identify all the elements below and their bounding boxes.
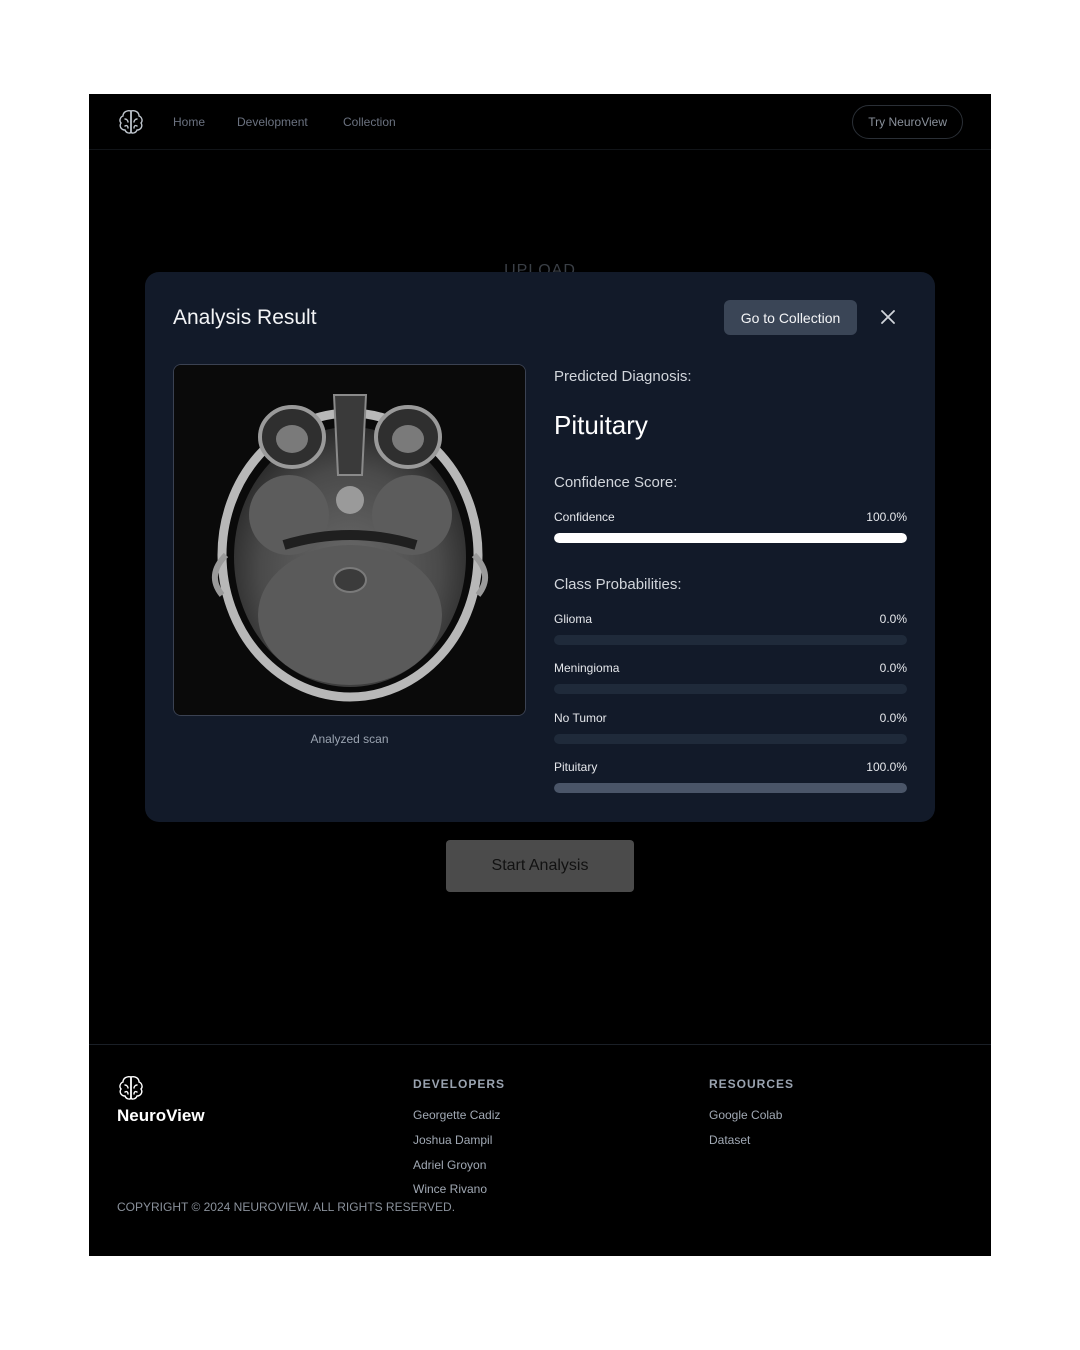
confidence-bar-fill (554, 533, 907, 543)
developers-heading: DEVELOPERS (413, 1077, 506, 1091)
modal-title: Analysis Result (173, 306, 317, 329)
class-bar-track-meningioma (554, 684, 907, 694)
brain-logo-icon[interactable] (116, 107, 146, 137)
app-window: Home Development Collection Try NeuroVie… (89, 94, 991, 1256)
resources-heading: RESOURCES (709, 1077, 795, 1091)
start-analysis-button[interactable]: Start Analysis (446, 840, 634, 892)
class-value-glioma: 0.0% (879, 612, 907, 626)
top-nav: Home Development Collection Try NeuroVie… (89, 94, 991, 150)
developer-link[interactable]: Joshua Dampil (413, 1133, 493, 1147)
go-to-collection-button[interactable]: Go to Collection (724, 300, 857, 335)
developer-link[interactable]: Adriel Groyon (413, 1158, 487, 1172)
nav-link-home[interactable]: Home (173, 115, 206, 129)
class-label-glioma: Glioma (554, 612, 593, 626)
analyzed-scan-image (173, 364, 526, 716)
confidence-score-heading: Confidence Score: (554, 474, 678, 491)
class-value-no-tumor: 0.0% (879, 711, 907, 725)
predicted-diagnosis-value: Pituitary (554, 410, 648, 440)
class-bar-fill-pituitary (554, 783, 907, 793)
predicted-diagnosis-label: Predicted Diagnosis: (554, 368, 692, 385)
analysis-result-modal: Analysis Result Go to Collection (145, 272, 935, 822)
class-value-meningioma: 0.0% (879, 661, 907, 675)
resource-link-dataset[interactable]: Dataset (709, 1133, 751, 1147)
footer: NeuroView DEVELOPERS Georgette Cadiz Jos… (89, 1044, 991, 1256)
footer-brand: NeuroView (117, 1106, 205, 1125)
confidence-value: 100.0% (866, 510, 907, 524)
confidence-label: Confidence (554, 510, 615, 524)
class-bar-track-pituitary (554, 783, 907, 793)
developer-link[interactable]: Georgette Cadiz (413, 1108, 501, 1122)
class-label-meningioma: Meningioma (554, 661, 620, 675)
class-label-no-tumor: No Tumor (554, 711, 607, 725)
brain-logo-icon (119, 1076, 143, 1100)
close-icon[interactable] (878, 307, 898, 327)
resource-link-google-colab[interactable]: Google Colab (709, 1108, 783, 1122)
class-value-pituitary: 100.0% (866, 760, 907, 774)
copyright-text: COPYRIGHT © 2024 NEUROVIEW. ALL RIGHTS R… (117, 1200, 456, 1214)
class-label-pituitary: Pituitary (554, 760, 598, 774)
class-probabilities-heading: Class Probabilities: (554, 576, 682, 593)
class-bar-track-glioma (554, 635, 907, 645)
class-bar-track-no-tumor (554, 734, 907, 744)
developer-link[interactable]: Wince Rivano (413, 1182, 488, 1196)
nav-link-collection[interactable]: Collection (343, 115, 396, 129)
confidence-bar-track (554, 533, 907, 543)
try-neuroview-button[interactable]: Try NeuroView (852, 105, 963, 139)
scan-caption: Analyzed scan (310, 732, 389, 746)
mri-scan-graphic (174, 365, 525, 715)
nav-link-development[interactable]: Development (237, 115, 308, 129)
